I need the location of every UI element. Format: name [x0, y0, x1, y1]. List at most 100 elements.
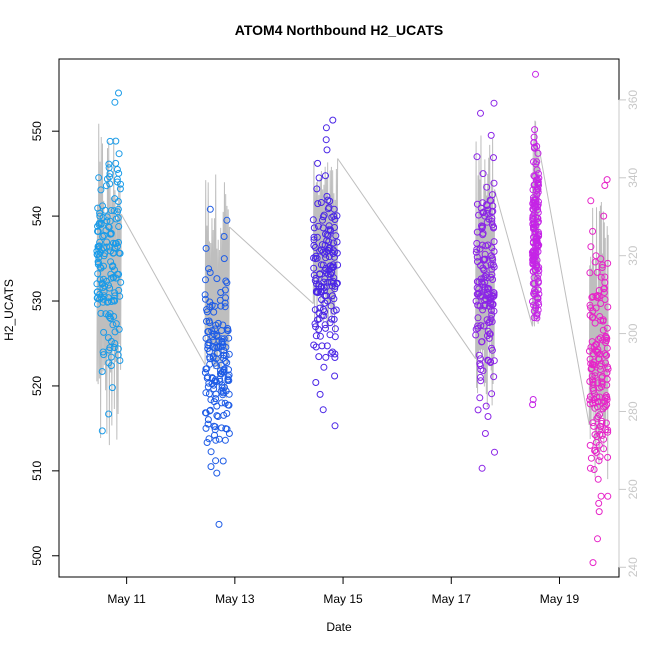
data-point — [328, 315, 336, 323]
data-point — [99, 214, 107, 221]
data-point — [472, 325, 480, 333]
data-point — [219, 321, 227, 329]
data-point — [221, 303, 229, 311]
data-point — [206, 406, 214, 414]
data-point — [205, 317, 213, 325]
data-point — [487, 261, 495, 269]
data-point — [309, 216, 317, 224]
data-point — [310, 233, 318, 241]
data-point — [223, 279, 231, 287]
data-point — [105, 160, 113, 168]
data-point — [207, 448, 215, 456]
data-point — [105, 410, 113, 418]
data-point — [102, 182, 110, 190]
data-point — [322, 172, 329, 180]
data-point — [529, 396, 537, 403]
data-point — [111, 289, 119, 297]
data-point — [106, 217, 114, 225]
data-point — [531, 173, 539, 180]
data-point — [603, 369, 611, 377]
data-point — [204, 416, 212, 424]
data-point — [481, 430, 489, 437]
y-axis-right: 240 260 280 300 320 340 360 — [618, 90, 640, 577]
data-point — [110, 207, 118, 215]
data-point — [489, 202, 497, 210]
data-point — [98, 427, 106, 435]
data-point — [474, 258, 481, 266]
data-point — [591, 404, 599, 412]
data-points — [93, 70, 612, 567]
data-point — [313, 280, 320, 288]
data-point — [318, 296, 326, 304]
data-point — [530, 274, 538, 282]
data-point — [109, 239, 117, 247]
data-point — [331, 354, 339, 361]
data-point — [221, 299, 229, 307]
data-point — [324, 270, 332, 278]
data-point — [324, 232, 332, 240]
data-point — [105, 164, 113, 172]
data-point — [96, 238, 104, 246]
data-point — [223, 326, 231, 334]
data-point — [596, 453, 604, 461]
data-point — [488, 271, 496, 279]
data-point — [533, 314, 541, 322]
data-point — [530, 158, 537, 166]
data-point — [600, 445, 608, 453]
data-point — [99, 233, 107, 240]
data-point — [94, 228, 102, 235]
data-point — [479, 199, 487, 207]
data-point — [112, 137, 120, 145]
data-point — [327, 302, 335, 310]
data-point — [328, 263, 336, 271]
data-point — [475, 285, 483, 293]
data-point — [597, 273, 605, 281]
data-point — [113, 178, 121, 186]
data-point — [593, 268, 601, 276]
data-point — [478, 338, 486, 346]
data-point — [207, 396, 215, 404]
data-point — [489, 256, 497, 264]
data-point — [323, 269, 330, 277]
data-point — [109, 321, 117, 329]
data-point — [592, 292, 600, 300]
data-point — [216, 377, 224, 385]
data-point — [106, 284, 114, 292]
data-point — [590, 422, 598, 430]
data-point — [473, 239, 481, 247]
trace-connector — [337, 158, 477, 360]
data-point — [529, 401, 537, 409]
data-point — [529, 215, 537, 223]
data-point — [476, 245, 484, 253]
data-point — [218, 399, 226, 407]
data-point — [107, 258, 115, 266]
data-point — [489, 261, 497, 269]
data-point — [488, 344, 495, 352]
data-point — [530, 247, 537, 255]
data-point — [595, 441, 603, 449]
data-point — [327, 262, 335, 270]
data-point — [597, 255, 605, 263]
data-point — [330, 212, 338, 220]
data-point — [210, 422, 218, 430]
data-point — [313, 233, 321, 241]
data-point — [222, 277, 230, 285]
data-point — [314, 159, 322, 167]
data-point — [473, 253, 481, 261]
data-point — [331, 224, 338, 231]
y-tick-label: 540 — [30, 206, 44, 226]
data-point — [596, 362, 604, 370]
data-point — [480, 266, 488, 274]
data-point — [105, 346, 113, 354]
data-point — [594, 475, 602, 483]
data-point — [114, 208, 122, 216]
y2-tick-label: 280 — [626, 401, 640, 421]
data-point — [206, 205, 214, 213]
data-point — [95, 245, 103, 253]
data-point — [484, 357, 492, 365]
data-point — [223, 410, 231, 417]
data-point — [332, 232, 340, 240]
data-point — [598, 264, 606, 271]
data-point — [534, 179, 542, 187]
